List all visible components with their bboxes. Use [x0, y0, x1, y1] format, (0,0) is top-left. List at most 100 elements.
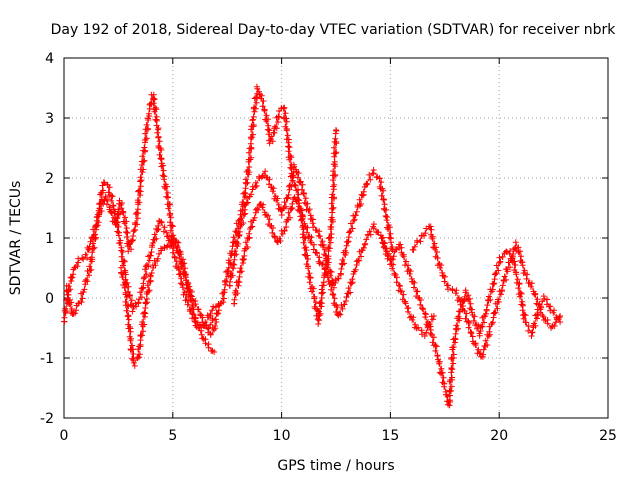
series-track-1: [61, 91, 220, 338]
data-point: [100, 187, 107, 194]
data-point: [132, 219, 139, 226]
data-point: [182, 274, 189, 281]
data-point: [512, 239, 519, 246]
data-point: [158, 146, 165, 153]
data-point: [396, 241, 402, 248]
data-point: [356, 196, 363, 203]
data-point: [331, 158, 338, 165]
data-point: [243, 200, 250, 207]
data-point: [177, 251, 184, 258]
data-point: [127, 337, 134, 344]
data-point: [465, 324, 472, 331]
data-point: [119, 200, 125, 206]
data-point: [551, 323, 558, 329]
data-point: [165, 205, 172, 212]
data-point: [326, 234, 333, 241]
data-point: [501, 273, 508, 280]
data-point: [429, 235, 436, 242]
data-point: [360, 188, 367, 195]
data-point: [233, 239, 240, 246]
data-point: [489, 319, 496, 326]
data-point: [125, 316, 132, 323]
data-point: [252, 179, 259, 186]
data-point: [151, 108, 158, 115]
data-point: [242, 190, 249, 197]
data-point: [452, 330, 459, 337]
data-point: [115, 232, 122, 239]
data-point: [147, 252, 153, 259]
data-point: [370, 225, 377, 232]
data-point: [315, 317, 322, 324]
data-point: [434, 353, 441, 359]
data-point: [498, 287, 505, 293]
data-point: [156, 138, 163, 145]
data-point: [263, 174, 270, 181]
data-point: [540, 313, 547, 320]
data-point: [128, 347, 134, 353]
data-point: [262, 168, 269, 175]
data-point: [495, 296, 501, 303]
data-point: [484, 342, 491, 348]
data-point: [138, 177, 145, 184]
data-point: [440, 374, 447, 381]
data-point: [124, 230, 131, 236]
data-point: [244, 179, 251, 186]
data-point: [211, 349, 218, 355]
data-point: [453, 287, 460, 294]
data-point: [260, 98, 267, 104]
data-point: [248, 191, 255, 198]
data-point: [127, 328, 134, 335]
data-point: [410, 314, 417, 321]
data-point: [410, 284, 417, 291]
data-point: [455, 308, 462, 315]
data-point: [137, 289, 144, 296]
data-point: [308, 234, 315, 241]
data-point: [287, 214, 293, 221]
data-point: [135, 187, 142, 194]
data-point: [160, 167, 167, 174]
data-point: [160, 228, 167, 235]
data-point: [124, 293, 130, 300]
data-point: [82, 251, 89, 258]
data-point: [452, 290, 459, 297]
data-point: [142, 266, 148, 273]
data-point: [104, 196, 111, 203]
data-point: [285, 148, 292, 155]
data-point: [486, 331, 493, 338]
data-point: [449, 366, 456, 373]
series-track-7: [379, 234, 564, 409]
data-point: [516, 281, 523, 287]
data-point: [441, 383, 448, 390]
data-point: [256, 173, 262, 180]
data-point: [68, 275, 75, 281]
data-point: [116, 240, 123, 247]
data-point: [436, 360, 443, 367]
data-point: [532, 291, 539, 298]
data-point: [143, 271, 150, 278]
data-point: [162, 185, 169, 192]
data-point: [373, 174, 380, 181]
data-point: [376, 175, 383, 182]
data-point: [301, 251, 308, 258]
data-point: [120, 209, 127, 216]
data-point: [248, 144, 255, 151]
chart-title: Day 192 of 2018, Sidereal Day-to-day VTE…: [51, 22, 617, 38]
axis-ticks: 0 5 10 15 20 25 -2 -1 0 1 2 3 4: [40, 51, 617, 444]
data-point: [283, 203, 289, 210]
data-point: [358, 253, 365, 260]
data-point: [126, 241, 133, 248]
data-point: [154, 255, 161, 262]
data-point: [178, 275, 185, 282]
y-tick-label: 3: [45, 111, 54, 127]
data-point: [120, 271, 126, 277]
data-point: [232, 228, 239, 235]
data-point: [285, 209, 292, 216]
data-point: [128, 297, 135, 304]
data-point: [282, 110, 289, 117]
data-point: [254, 205, 260, 212]
data-point: [389, 256, 396, 263]
data-point: [141, 309, 148, 316]
data-point: [448, 365, 455, 371]
y-tick-label: -2: [40, 411, 54, 427]
data-point: [325, 278, 332, 285]
